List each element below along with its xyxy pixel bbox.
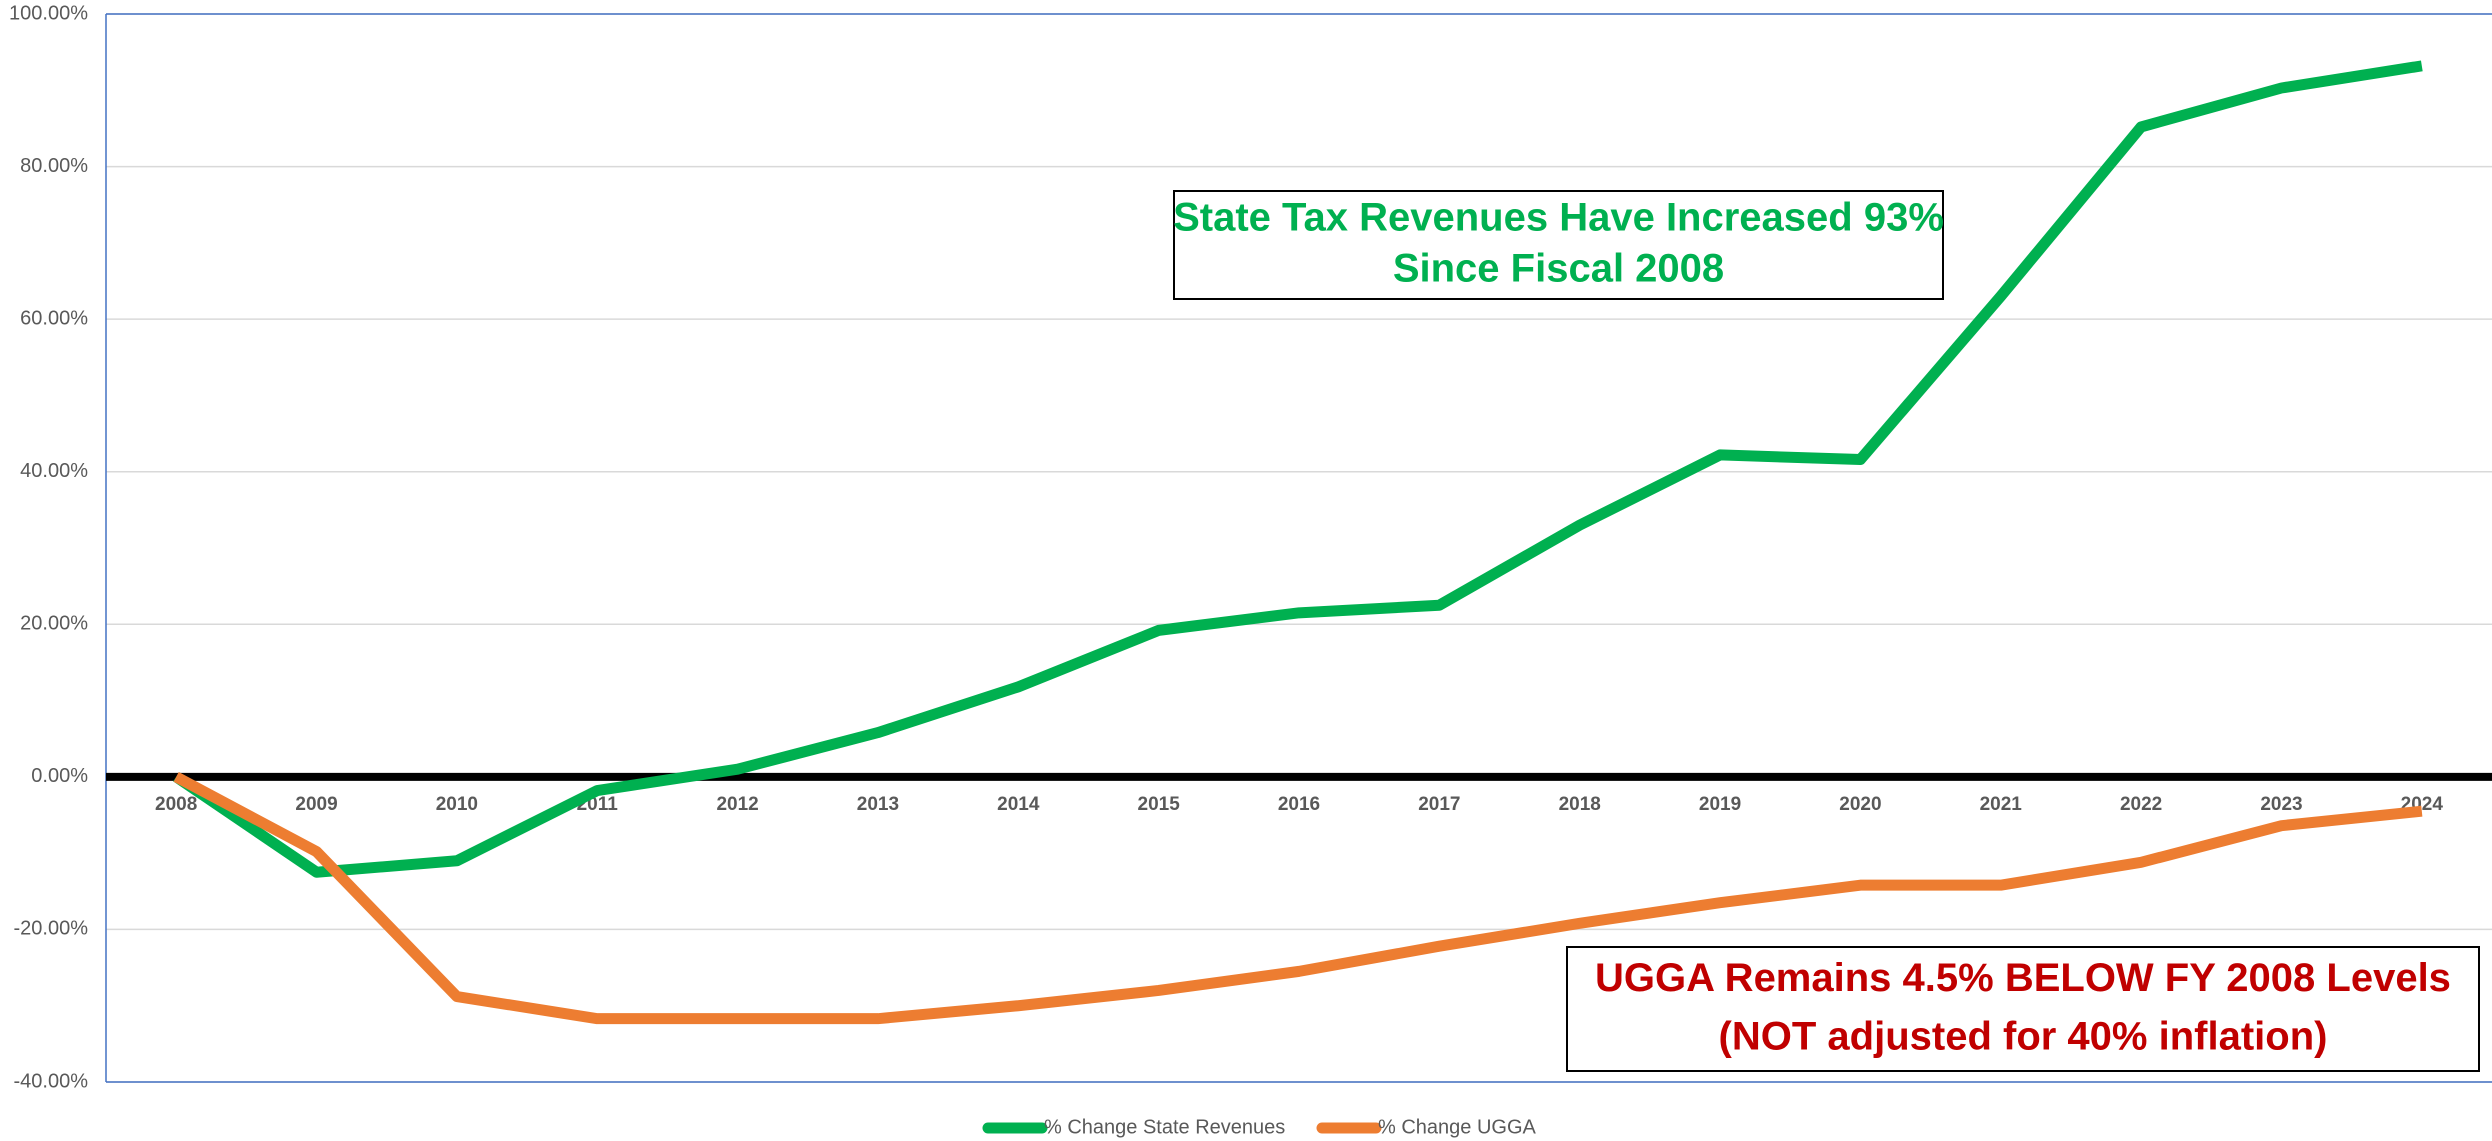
x-tick-label: 2015: [1138, 794, 1181, 815]
data-line: [173, 60, 2423, 878]
y-tick-label: 0.00%: [31, 765, 88, 787]
y-tick-label: 20.00%: [20, 613, 88, 635]
x-tick-label: 2016: [1278, 794, 1320, 815]
annotation-text: Since Fiscal 2008: [1393, 246, 1724, 290]
annotation-text: (NOT adjusted for 40% inflation): [1719, 1014, 2328, 1058]
annotation-box: [1173, 190, 1944, 300]
x-tick-label: 2023: [2260, 794, 2302, 815]
legend-label: % Change UGGA: [1378, 1116, 1537, 1138]
x-tick-label: 2020: [1839, 794, 1881, 815]
x-tick-label: 2009: [295, 794, 337, 815]
x-tick-label: 2008: [155, 794, 197, 815]
y-tick-label: 40.00%: [20, 460, 88, 482]
x-tick-label: 2017: [1418, 794, 1460, 815]
data-line: [173, 772, 2423, 1025]
y-tick-label: 100.00%: [9, 2, 88, 24]
x-tick-label: 2014: [997, 794, 1040, 815]
x-tick-label: 2010: [436, 794, 478, 815]
y-tick-label: -20.00%: [14, 918, 89, 940]
y-tick-label: 60.00%: [20, 307, 88, 329]
y-tick-label: -40.00%: [14, 1070, 89, 1092]
annotation-text: State Tax Revenues Have Increased 93%: [1173, 196, 1944, 240]
annotation-text: UGGA Remains 4.5% BELOW FY 2008 Levels: [1595, 956, 2451, 1000]
y-tick-label: 80.00%: [20, 155, 88, 177]
x-tick-label: 2021: [1980, 794, 2023, 815]
legend-label: % Change State Revenues: [1044, 1116, 1285, 1138]
x-tick-label: 2022: [2120, 794, 2162, 815]
x-tick-label: 2018: [1559, 794, 1601, 815]
x-tick-label: 2013: [857, 794, 899, 815]
x-tick-label: 2012: [716, 794, 758, 815]
annotation-box: [1566, 946, 2480, 1072]
x-tick-label: 2019: [1699, 794, 1741, 815]
